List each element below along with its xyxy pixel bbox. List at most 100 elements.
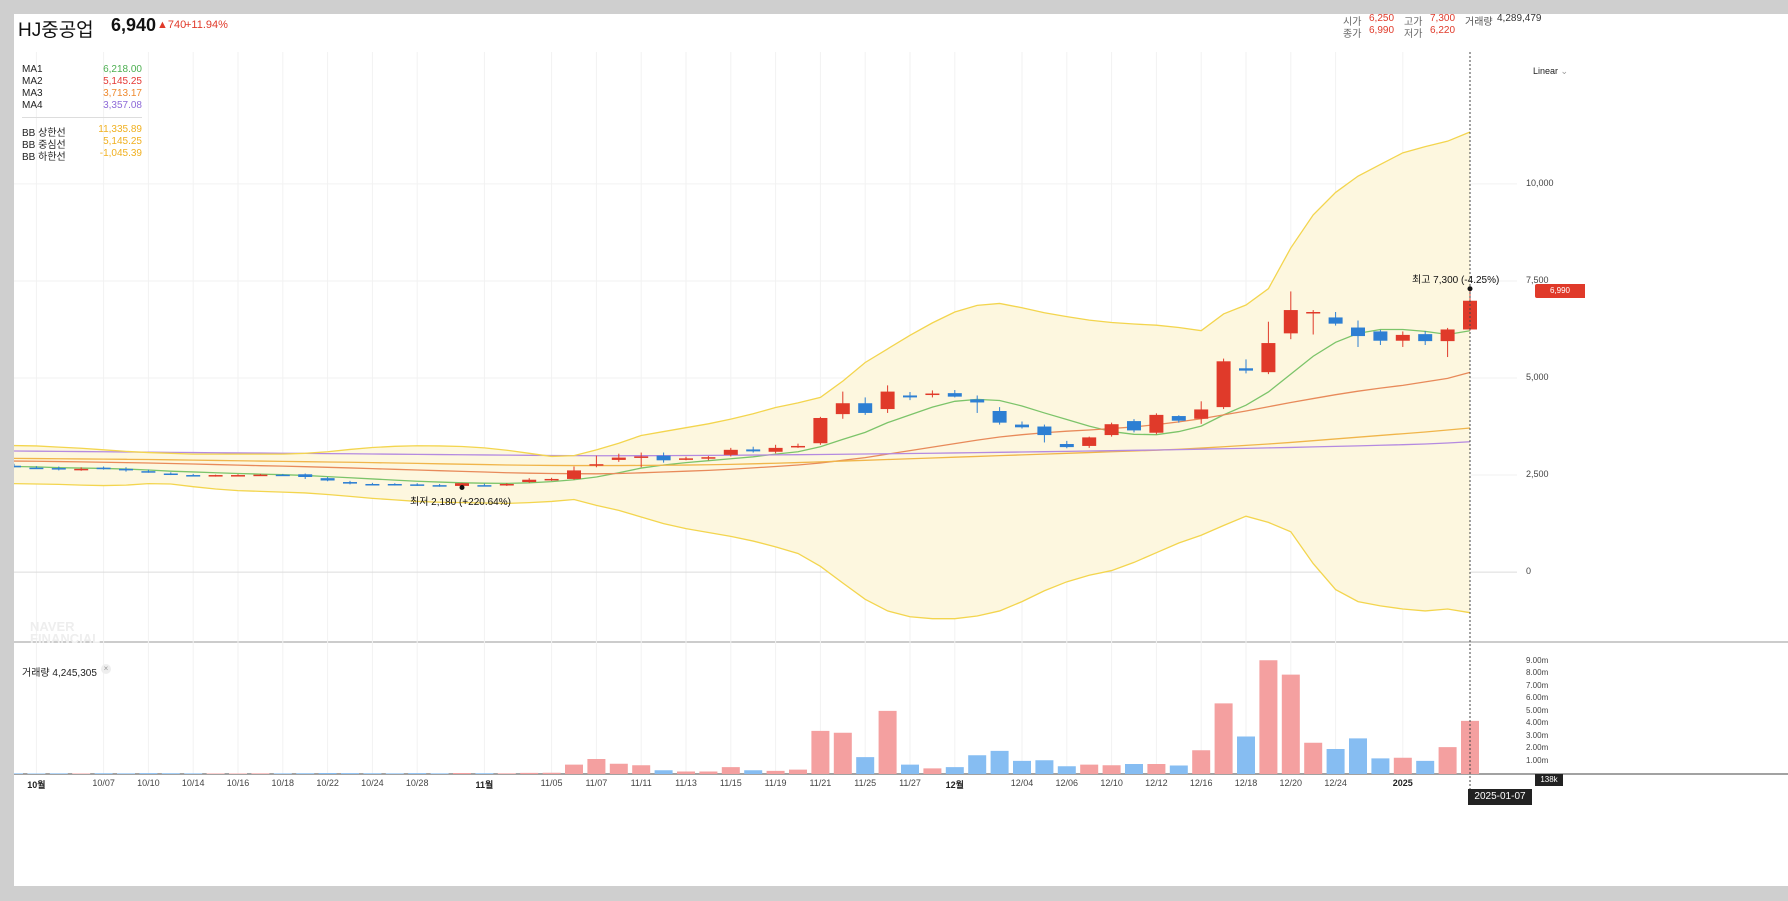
watermark-line: NAVER [30,619,75,634]
candle-body [746,449,761,452]
volume-bar [856,757,875,774]
high-label: 고가 [1404,17,1423,28]
candle-body [1328,317,1343,324]
x-axis-label: 11/25 [854,778,877,788]
candle-body [275,474,290,477]
volume-bar [72,773,91,774]
volume-axis-label: 2.00m [1526,743,1549,752]
volume-bar [833,732,852,774]
volume-bar [475,773,494,774]
volume-bar [1192,750,1211,774]
x-axis-label: 10/28 [405,778,429,788]
volume-bar [990,750,1009,774]
legend-ma4: MA4 3,357.08 [22,100,142,112]
x-axis-label: 11/15 [719,778,742,788]
candle-body [410,484,425,486]
candle-body [723,449,738,455]
candle-body [1373,331,1388,341]
scale-toggle-label: Linear [1533,66,1559,76]
stock-header: HJ중공업 6,940 ▲740 +11.94% 시가 6,250 고가 7,3… [14,13,1788,52]
candle-body [119,468,133,471]
volume-bar [497,773,516,774]
candle-body [1261,343,1276,373]
candle-body [970,399,985,403]
candle-body [1149,414,1164,433]
candle-body [925,393,940,396]
candle-body [701,457,716,459]
high-marker [1467,286,1473,292]
y-axis-label: 0 [1526,566,1532,577]
volume-bar [721,767,740,774]
candle-body [253,474,268,477]
volume-bar [542,772,561,774]
y-axis-label: 5,000 [1526,372,1549,382]
low-label: 저가 [1404,29,1423,40]
legend-bb-upper: BB 상한선 11,335.89 [22,124,142,139]
x-axis-label: 10/14 [181,778,205,788]
volume-bar [878,710,897,774]
volume-panel-title: 거래량 4,245,305 [22,664,97,679]
volume-bar [677,771,695,774]
x-axis-label: 11/13 [675,778,697,788]
volume-bar [789,769,807,774]
candle-body [589,464,604,466]
candle-body [477,485,492,487]
volume-bar [744,770,763,774]
x-axis-label: 10/10 [137,778,160,788]
open-value: 6,250 [1369,13,1395,24]
legend-ma1: MA1 6,218.00 [22,64,142,76]
candle-body [455,483,469,486]
candle-body [947,393,962,397]
candle-body [813,417,828,444]
candle-body [1418,334,1433,342]
x-axis-label: 11/05 [540,778,563,788]
candlestick-chart[interactable] [14,14,1788,886]
chevron-down-icon: ⌄ [1560,66,1569,76]
candle-body [29,467,44,470]
volume-bar [27,773,46,774]
x-axis-label: 11/07 [585,778,608,788]
candle-body [835,403,850,415]
y-axis-label: 2,500 [1526,469,1549,480]
y-axis-label: 10,000 [1526,177,1554,188]
x-axis-label: 12/20 [1279,778,1303,788]
volume-header-label: 거래량 [1465,17,1493,28]
volume-header-value: 4,289,479 [1497,13,1542,24]
volume-bar [1259,660,1278,774]
volume-bar [1214,703,1233,774]
x-axis-label: 10/18 [271,778,295,788]
candle-body [343,482,357,484]
indicator-legend: MA1 6,218.00 MA2 5,145.25 MA3 3,713.17 MA4 3… [14,64,142,174]
x-axis-label: 12월 [945,780,964,790]
candle-body [163,473,178,476]
volume-bar [968,755,987,774]
high-annotation: 최고 7,300 (-4.25%) [1412,274,1500,286]
legend-name: MA4 [22,100,43,111]
volume-bar [1237,736,1255,774]
bollinger-band-fill [14,132,1470,619]
close-icon[interactable]: × [101,664,111,674]
candle-body [1104,424,1119,436]
price-change-percent: +11.94% [185,19,228,31]
candle-body [1127,421,1141,431]
volume-axis-label: 1.00m [1526,755,1549,765]
x-axis-label: 11/19 [764,778,787,788]
x-axis-label: 12/18 [1234,778,1258,788]
volume-bar [453,773,471,774]
candle-body [880,391,895,410]
current-price-tag: 6,990 [1535,284,1585,298]
volume-bar [161,773,180,774]
x-axis-label: 10/07 [92,778,115,788]
series-line-MA2 [14,371,1471,475]
volume-bar [296,773,315,774]
legend-divider [22,117,142,118]
candle-body [1351,327,1365,337]
candle-body [432,485,447,487]
current-volume-tag: 138k [1535,774,1563,786]
volume-bar [385,773,404,774]
volume-bar [766,770,785,774]
legend-value: 3,713.17 [103,88,142,99]
volume-bar [654,770,673,774]
scale-toggle-button[interactable]: Linear ⌄ [1533,66,1568,77]
x-axis-label: 12/16 [1189,778,1213,788]
